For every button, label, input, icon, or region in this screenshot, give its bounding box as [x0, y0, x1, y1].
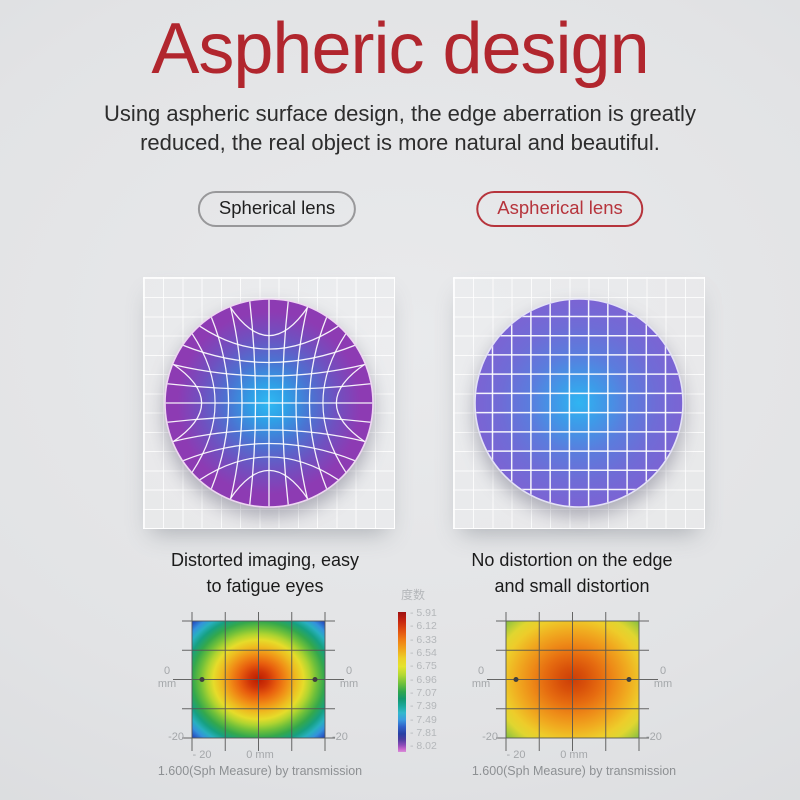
spherical-lens-pill: Spherical lens	[197, 191, 357, 227]
spherical-lens-circle	[164, 298, 374, 508]
page-title: Aspheric design	[151, 9, 649, 89]
y-min-label-right: -20	[332, 731, 348, 743]
y-axis-label-left: 0 mm	[466, 665, 496, 690]
aspherical-heatmap-caption: 1.600(Sph Measure) by transmission	[471, 764, 677, 778]
tick-label: - 8.02	[410, 740, 437, 753]
colorbar	[398, 612, 406, 752]
heatmap-gridlines	[173, 612, 344, 751]
y-zero: 0	[345, 665, 353, 677]
tick-label: - 6.33	[410, 633, 437, 646]
tick-label: - 6.75	[410, 660, 437, 673]
y-zero: 0	[659, 665, 667, 677]
y-axis-label-left: 0 mm	[152, 665, 182, 690]
y-zero: 0	[163, 665, 171, 677]
x-center-label: 0 mm	[246, 749, 274, 761]
spherical-power-heatmap: 0 mm 0 mm -20 -20 - 20 0 mm	[148, 605, 369, 770]
tick-label: - 6.96	[410, 673, 437, 686]
y-axis-label-right: 0 mm	[648, 665, 678, 690]
spherical-lens-grid	[143, 277, 395, 529]
legend-title: 度数	[400, 588, 425, 602]
y-min-label-left: -20	[482, 731, 498, 743]
y-unit: mm	[653, 677, 673, 690]
y-axis-label-right: 0 mm	[334, 665, 364, 690]
x-min-label: - 20	[192, 749, 212, 761]
aspherical-power-heatmap: 0 mm 0 mm -20 -20 - 20 0 mm	[462, 605, 683, 770]
aspherical-lens-caption: No distortion on the edge and small dist…	[471, 550, 673, 597]
x-center-label: 0 mm	[560, 749, 588, 761]
y-unit: mm	[157, 677, 177, 690]
tick-label: - 7.81	[410, 727, 437, 740]
aspherical-lens-pill: Aspherical lens	[476, 191, 644, 227]
spherical-heatmap-caption: 1.600(Sph Measure) by transmission	[157, 764, 363, 778]
x-min-label: - 20	[506, 749, 526, 761]
page-subtitle: Using aspheric surface design, the edge …	[104, 101, 696, 156]
spherical-lens-caption: Distorted imaging, easy to fatigue eyes	[170, 550, 360, 597]
y-zero: 0	[477, 665, 485, 677]
y-unit: mm	[339, 677, 359, 690]
tick-label: - 6.54	[410, 647, 437, 660]
y-min-label-left: -20	[168, 731, 184, 743]
tick-label: - 7.49	[410, 713, 437, 726]
tick-label: - 7.07	[410, 687, 437, 700]
tick-label: - 7.39	[410, 700, 437, 713]
aspherical-lens-circle	[474, 298, 684, 508]
heatmap-gridlines	[487, 612, 658, 751]
y-unit: mm	[471, 677, 491, 690]
colorbar-tick-labels: - 5.91 - 6.12 - 6.33 - 6.54 - 6.75 - 6.9…	[410, 608, 437, 752]
y-min-label-right: -20	[646, 731, 662, 743]
aspherical-lens-grid	[453, 277, 705, 529]
tick-label: - 6.12	[410, 620, 437, 633]
tick-label: - 5.91	[410, 607, 437, 619]
power-colorbar-legend: 度数 - 5.91 - 6.12 - 6.33 - 6.54 - 6.75 - …	[384, 586, 460, 766]
